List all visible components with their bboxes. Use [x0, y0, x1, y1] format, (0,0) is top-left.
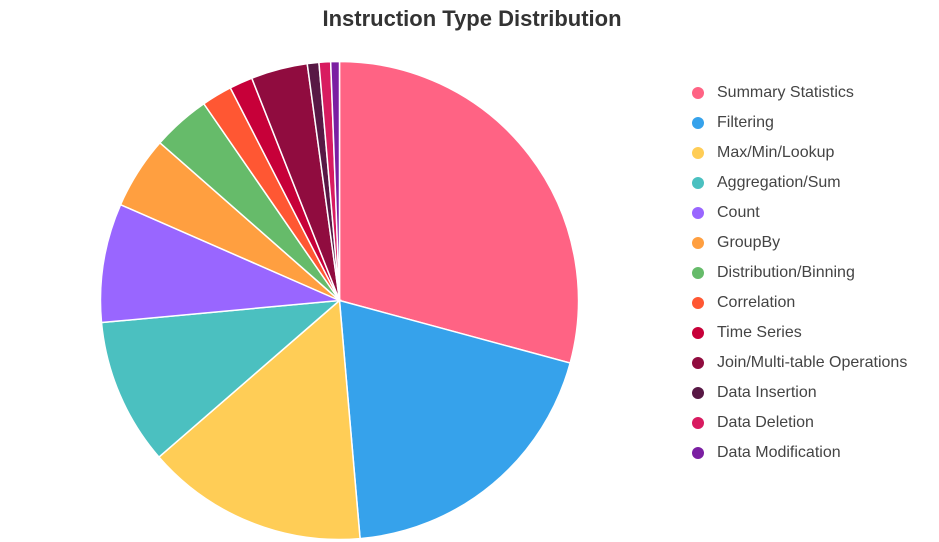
legend-item[interactable]: Data Deletion: [692, 408, 907, 438]
legend-swatch: [692, 117, 704, 129]
chart-legend: Summary Statistics Filtering Max/Min/Looku…: [692, 78, 907, 468]
legend-item[interactable]: Summary Statistics: [692, 78, 907, 108]
legend-label: Data Insertion: [717, 384, 817, 401]
chart-title: Instruction Type Distribution: [322, 6, 622, 31]
legend-item[interactable]: Filtering: [692, 108, 907, 138]
legend-label: Max/Min/Lookup: [717, 144, 835, 161]
legend-swatch: [692, 447, 704, 459]
legend-label: Time Series: [717, 324, 802, 341]
legend-label: Summary Statistics: [717, 84, 854, 101]
legend-label: Aggregation/Sum: [717, 174, 841, 191]
legend-item[interactable]: Count: [692, 198, 907, 228]
legend-item[interactable]: Time Series: [692, 318, 907, 348]
legend-swatch: [692, 297, 704, 309]
legend-label: GroupBy: [717, 234, 781, 251]
legend-swatch: [692, 207, 704, 219]
pie-chart: [99, 60, 580, 541]
legend-swatch: [692, 357, 704, 369]
legend-swatch: [692, 267, 704, 279]
legend-label: Correlation: [717, 294, 796, 311]
legend-swatch: [692, 177, 704, 189]
pie-slice-summary-statistics[interactable]: [338, 60, 580, 364]
legend-swatch: [692, 87, 704, 99]
pie-slice-aggregation-sum[interactable]: [100, 299, 342, 459]
legend-item[interactable]: Join/Multi-table Operations: [692, 348, 907, 378]
legend-item[interactable]: Correlation: [692, 288, 907, 318]
pie-slice-filtering[interactable]: [338, 299, 572, 540]
legend-item[interactable]: GroupBy: [692, 228, 907, 258]
legend-item[interactable]: Distribution/Binning: [692, 258, 907, 288]
legend-label: Distribution/Binning: [717, 264, 855, 281]
pie-slice-max-min-lookup[interactable]: [157, 298, 361, 541]
legend-label: Join/Multi-table Operations: [717, 354, 908, 371]
legend-swatch: [692, 417, 704, 429]
legend-item[interactable]: Data Insertion: [692, 378, 907, 408]
legend-swatch: [692, 387, 704, 399]
pie-slice-data-modification[interactable]: [329, 60, 341, 301]
legend-item[interactable]: Aggregation/Sum: [692, 168, 907, 198]
legend-item[interactable]: Data Modification: [692, 438, 907, 468]
legend-label: Data Modification: [717, 444, 841, 461]
legend-swatch: [692, 147, 704, 159]
legend-label: Data Deletion: [717, 414, 814, 431]
legend-swatch: [692, 327, 704, 339]
pie-slice-count[interactable]: [99, 203, 340, 324]
legend-label: Count: [717, 204, 760, 221]
legend-label: Filtering: [717, 114, 774, 131]
legend-swatch: [692, 237, 704, 249]
legend-item[interactable]: Max/Min/Lookup: [692, 138, 907, 168]
